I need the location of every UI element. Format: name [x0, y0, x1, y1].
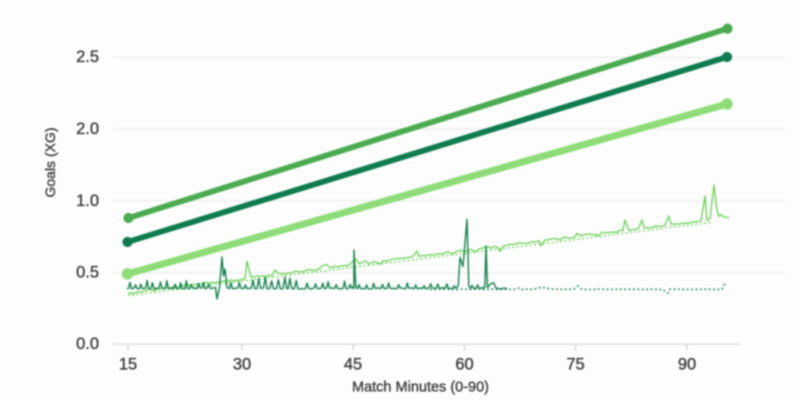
svg-text:90: 90 [678, 356, 696, 374]
svg-text:1.0: 1.0 [76, 192, 99, 210]
svg-text:2.0: 2.0 [76, 120, 99, 138]
svg-text:Goals (XG): Goals (XG) [42, 127, 58, 197]
svg-text:45: 45 [344, 356, 362, 374]
svg-text:60: 60 [455, 356, 473, 374]
svg-text:15: 15 [119, 356, 137, 374]
svg-text:75: 75 [566, 356, 584, 374]
svg-text:2.5: 2.5 [76, 48, 99, 66]
svg-text:Match Minutes (0-90): Match Minutes (0-90) [352, 380, 489, 396]
svg-text:0.5: 0.5 [76, 264, 99, 282]
svg-text:30: 30 [233, 356, 251, 374]
svg-text:0.0: 0.0 [76, 335, 99, 353]
